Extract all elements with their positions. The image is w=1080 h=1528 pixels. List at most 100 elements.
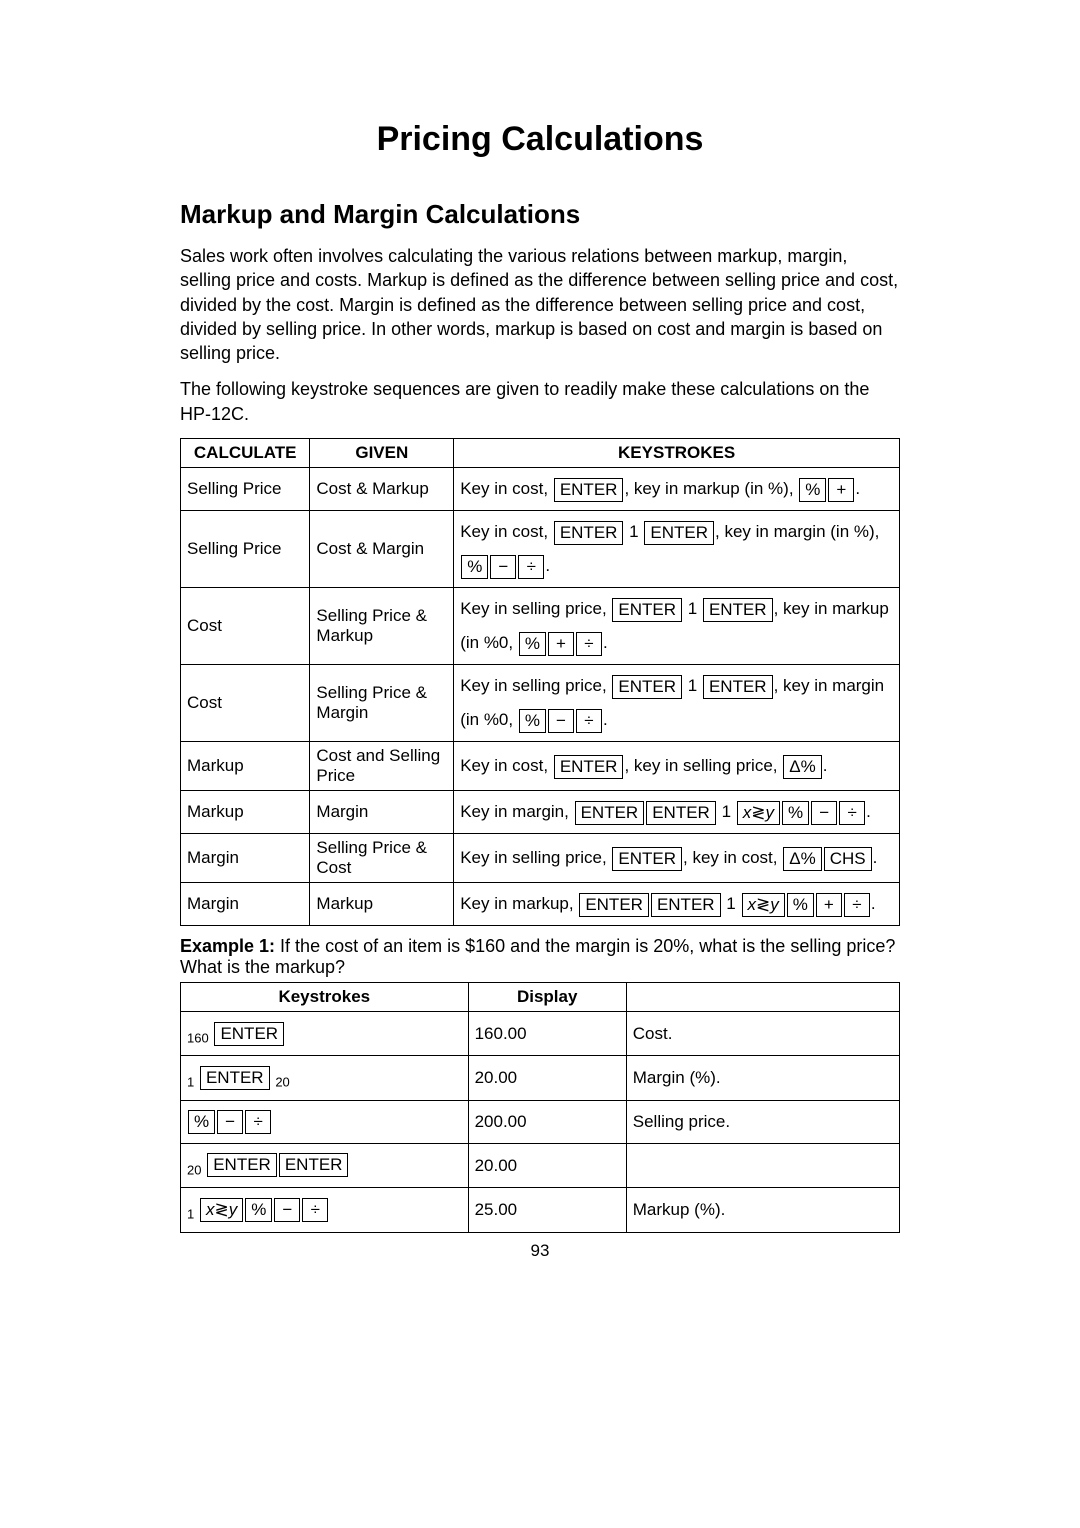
cell-keystrokes: 1 x≷y%−÷	[181, 1188, 469, 1232]
cell-description: Margin (%).	[626, 1056, 899, 1100]
col-given: GIVEN	[310, 439, 454, 468]
key-enter: ENTER	[612, 675, 682, 699]
table-row: Selling PriceCost & MarginKey in cost, E…	[181, 511, 900, 588]
cell-calculate: Cost	[181, 588, 310, 665]
key-÷: ÷	[302, 1198, 328, 1222]
cell-keystrokes: %−÷	[181, 1100, 469, 1143]
cell-display: 200.00	[468, 1100, 626, 1143]
table-row: MarkupMarginKey in margin, ENTERENTER 1 …	[181, 791, 900, 834]
example-1-text: If the cost of an item is $160 and the m…	[180, 936, 895, 977]
key-%: %	[519, 709, 546, 733]
col-calculate: CALCULATE	[181, 439, 310, 468]
cell-display: 20.00	[468, 1143, 626, 1187]
key-÷: ÷	[518, 555, 544, 579]
paragraph-1: Sales work often involves calculating th…	[180, 244, 900, 365]
cell-given: Selling Price & Margin	[310, 665, 454, 742]
key-%: %	[799, 478, 826, 502]
cell-calculate: Selling Price	[181, 511, 310, 588]
paragraph-2: The following keystroke sequences are gi…	[180, 377, 900, 426]
cell-given: Cost & Margin	[310, 511, 454, 588]
calc-table: CALCULATE GIVEN KEYSTROKES Selling Price…	[180, 438, 900, 926]
cell-keystrokes: Key in selling price, ENTER 1 ENTER, key…	[454, 665, 900, 742]
key-chs: CHS	[824, 847, 872, 871]
key-enter: ENTER	[703, 598, 773, 622]
table-row: 20 ENTERENTER20.00	[181, 1143, 900, 1187]
cell-calculate: Markup	[181, 791, 310, 834]
cell-keystrokes: Key in selling price, ENTER, key in cost…	[454, 834, 900, 883]
cell-description: Selling price.	[626, 1100, 899, 1143]
key-enter: ENTER	[214, 1022, 284, 1046]
example-1: Example 1: If the cost of an item is $16…	[180, 936, 900, 978]
key-δ%: Δ%	[783, 847, 821, 871]
cell-calculate: Markup	[181, 742, 310, 791]
key-÷: ÷	[245, 1110, 271, 1134]
cell-given: Markup	[310, 883, 454, 926]
key-−: −	[548, 709, 574, 733]
key-enter: ENTER	[579, 893, 649, 917]
key-enter: ENTER	[207, 1153, 277, 1177]
cell-description: Cost.	[626, 1012, 899, 1056]
page-title: Pricing Calculations	[180, 120, 900, 159]
key-enter: ENTER	[612, 598, 682, 622]
key-enter: ENTER	[651, 893, 721, 917]
key-x≷y: x≷y	[737, 801, 780, 825]
cell-given: Selling Price & Cost	[310, 834, 454, 883]
col2-display: Display	[468, 983, 626, 1012]
cell-calculate: Margin	[181, 834, 310, 883]
cell-calculate: Margin	[181, 883, 310, 926]
key-%: %	[787, 893, 814, 917]
cell-calculate: Selling Price	[181, 468, 310, 511]
key-x≷y: x≷y	[200, 1198, 243, 1222]
table-row: MarkupCost and Selling PriceKey in cost,…	[181, 742, 900, 791]
key-÷: ÷	[576, 632, 602, 656]
key-enter: ENTER	[554, 755, 624, 779]
cell-given: Cost & Markup	[310, 468, 454, 511]
cell-keystrokes: Key in margin, ENTERENTER 1 x≷y%−÷.	[454, 791, 900, 834]
cell-keystrokes: Key in cost, ENTER 1 ENTER, key in margi…	[454, 511, 900, 588]
key-÷: ÷	[576, 709, 602, 733]
key-+: +	[816, 893, 842, 917]
cell-keystrokes: 20 ENTERENTER	[181, 1143, 469, 1187]
key-enter: ENTER	[554, 521, 624, 545]
key-enter: ENTER	[200, 1066, 270, 1090]
key-+: +	[828, 478, 854, 502]
table-row: 160 ENTER160.00Cost.	[181, 1012, 900, 1056]
cell-keystrokes: Key in cost, ENTER, key in markup (in %)…	[454, 468, 900, 511]
cell-keystrokes: Key in selling price, ENTER 1 ENTER, key…	[454, 588, 900, 665]
key-enter: ENTER	[554, 478, 624, 502]
key-enter: ENTER	[279, 1153, 349, 1177]
key-δ%: Δ%	[783, 755, 821, 779]
table-row: %−÷200.00Selling price.	[181, 1100, 900, 1143]
key-−: −	[490, 555, 516, 579]
cell-keystrokes: 1 ENTER 20	[181, 1056, 469, 1100]
key-÷: ÷	[844, 893, 870, 917]
cell-keystrokes: 160 ENTER	[181, 1012, 469, 1056]
key-enter: ENTER	[646, 801, 716, 825]
col-keystrokes: KEYSTROKES	[454, 439, 900, 468]
table-row: CostSelling Price & MarginKey in selling…	[181, 665, 900, 742]
cell-display: 160.00	[468, 1012, 626, 1056]
key-%: %	[519, 632, 546, 656]
key-−: −	[811, 801, 837, 825]
key-%: %	[245, 1198, 272, 1222]
key-+: +	[548, 632, 574, 656]
table-row: 1 ENTER 2020.00Margin (%).	[181, 1056, 900, 1100]
key-−: −	[217, 1110, 243, 1134]
key-enter: ENTER	[612, 847, 682, 871]
key-−: −	[274, 1198, 300, 1222]
key-enter: ENTER	[575, 801, 645, 825]
cell-keystrokes: Key in cost, ENTER, key in selling price…	[454, 742, 900, 791]
cell-description: Markup (%).	[626, 1188, 899, 1232]
page-number: 93	[180, 1241, 900, 1261]
cell-calculate: Cost	[181, 665, 310, 742]
cell-given: Selling Price & Markup	[310, 588, 454, 665]
example-1-label: Example 1:	[180, 936, 275, 956]
example-table: Keystrokes Display 160 ENTER160.00Cost.1…	[180, 982, 900, 1233]
section-heading: Markup and Margin Calculations	[180, 199, 900, 230]
key-%: %	[782, 801, 809, 825]
table-row: 1 x≷y%−÷25.00Markup (%).	[181, 1188, 900, 1232]
cell-keystrokes: Key in markup, ENTERENTER 1 x≷y%+÷.	[454, 883, 900, 926]
key-÷: ÷	[839, 801, 865, 825]
cell-display: 20.00	[468, 1056, 626, 1100]
key-%: %	[188, 1110, 215, 1134]
